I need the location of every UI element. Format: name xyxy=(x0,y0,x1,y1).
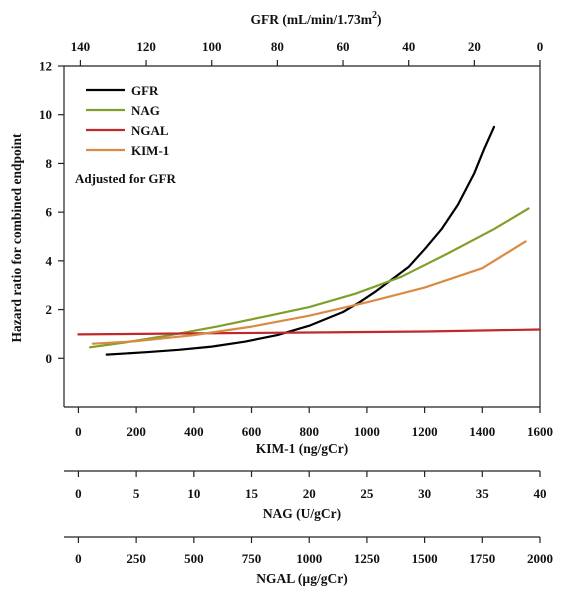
top-tick-label: 100 xyxy=(202,39,222,54)
ngal-tick-label: 1000 xyxy=(296,551,322,566)
top-axis-title-superscript: 2 xyxy=(372,10,377,21)
y-axis-title: Hazard ratio for combined endpoint xyxy=(9,133,24,343)
ngal-tick-label: 0 xyxy=(75,551,82,566)
ngal-tick-label: 2000 xyxy=(527,551,553,566)
nag-tick-label: 0 xyxy=(75,486,82,501)
legend-label-nag: NAG xyxy=(131,103,160,118)
nag-tick-label: 25 xyxy=(360,486,374,501)
nag-axis-title: NAG (U/gCr) xyxy=(263,506,341,521)
kim-1-tick-label: 400 xyxy=(184,424,204,439)
top-tick-label: 60 xyxy=(337,39,350,54)
kim-1-axis: 0 200 400 600 800 1000 1200 1400 1600 KIM-1 (ng/g… xyxy=(64,406,553,456)
nag-tick-label: 10 xyxy=(187,486,200,501)
ngal-tick-label: 1250 xyxy=(354,551,380,566)
ngal-tick-label: 500 xyxy=(184,551,204,566)
legend-label-kim-1: KIM-1 xyxy=(131,143,169,158)
legend-label-ngal: NGAL xyxy=(131,123,169,138)
top-axis-title: GFR (mL/min/1.73m2) xyxy=(251,10,382,27)
top-tick-label: 0 xyxy=(537,39,544,54)
ngal-axis-title: NGAL (µg/gCr) xyxy=(256,571,347,586)
series-group xyxy=(77,125,542,356)
series-line-ngal xyxy=(77,328,542,336)
series-line-nag xyxy=(88,207,530,349)
top-tick-label: 40 xyxy=(402,39,415,54)
kim-1-tick-label: 1200 xyxy=(412,424,438,439)
legend-label-gfr: GFR xyxy=(131,83,159,98)
y-tick-label: 10 xyxy=(39,107,52,122)
legend: GFR NAG NGAL KIM-1 xyxy=(86,83,169,158)
ngal-tick-label: 250 xyxy=(126,551,146,566)
y-tick-label: 8 xyxy=(46,156,53,171)
kim-1-axis-title: KIM-1 (ng/gCr) xyxy=(256,441,349,456)
top-tick-label: 80 xyxy=(271,39,284,54)
kim-1-tick-label: 200 xyxy=(126,424,146,439)
series-line-gfr xyxy=(105,125,496,356)
kim-1-tick-label: 1000 xyxy=(354,424,380,439)
kim-1-tick-label: 600 xyxy=(242,424,262,439)
top-tick-label: 120 xyxy=(136,39,156,54)
top-gfr-axis: GFR (mL/min/1.73m2) 140 120 100 80 60 40 20 0 xyxy=(71,10,544,66)
kim-1-tick-label: 800 xyxy=(299,424,319,439)
ngal-tick-label: 750 xyxy=(242,551,262,566)
ngal-tick-label: 1500 xyxy=(412,551,438,566)
kim-1-tick-label: 1400 xyxy=(469,424,495,439)
kim-1-tick-label: 1600 xyxy=(527,424,553,439)
y-tick-label: 6 xyxy=(46,205,53,220)
nag-tick-label: 20 xyxy=(303,486,316,501)
y-tick-label: 12 xyxy=(39,59,52,74)
nag-axis: 0 5 10 15 20 25 30 35 40 NAG (U/gCr) xyxy=(64,470,547,521)
top-tick-label: 20 xyxy=(468,39,481,54)
ngal-axis: 0 250 500 750 1000 1250 1500 1750 2000 NGAL (µg/g… xyxy=(64,536,553,586)
nag-tick-label: 40 xyxy=(534,486,547,501)
top-tick-label: 140 xyxy=(71,39,91,54)
ngal-tick-label: 1750 xyxy=(469,551,495,566)
y-tick-label: 0 xyxy=(46,351,53,366)
kim-1-tick-label: 0 xyxy=(75,424,82,439)
nag-tick-label: 5 xyxy=(133,486,140,501)
series-line-kim-1 xyxy=(91,240,527,345)
nag-tick-label: 35 xyxy=(476,486,490,501)
y-tick-label: 4 xyxy=(46,253,53,268)
nag-tick-label: 15 xyxy=(245,486,259,501)
adjusted-annotation: Adjusted for GFR xyxy=(75,171,176,186)
y-tick-label: 2 xyxy=(46,302,53,317)
nag-tick-label: 30 xyxy=(418,486,431,501)
